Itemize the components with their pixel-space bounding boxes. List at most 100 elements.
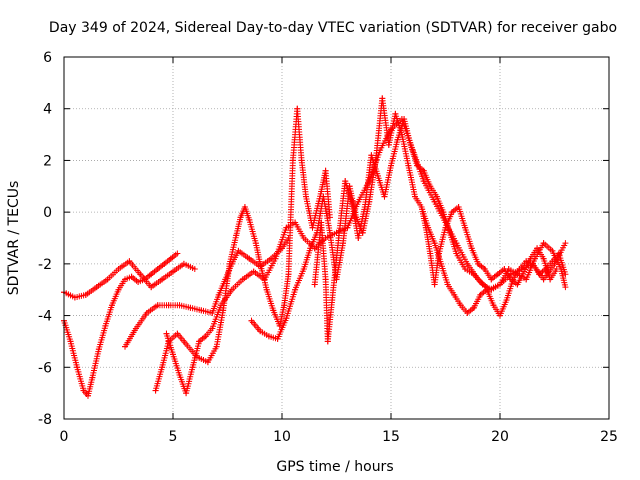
data-point — [462, 224, 469, 231]
data-point — [464, 309, 471, 316]
data-point — [281, 302, 288, 309]
data-point — [444, 281, 451, 288]
data-point — [355, 198, 362, 205]
axis-ticks: 0 5 10 15 20 25 -8 -6 -4 -2 0 2 4 6 — [38, 50, 618, 445]
data-point — [187, 304, 194, 311]
data-point — [104, 276, 111, 283]
data-point — [318, 188, 325, 195]
data-point — [549, 247, 556, 254]
data-point — [326, 229, 333, 236]
data-point — [427, 250, 434, 257]
data-point — [89, 374, 96, 381]
plot-frame — [63, 56, 610, 420]
data-point — [442, 224, 449, 231]
data-point — [176, 372, 183, 379]
data-point — [165, 302, 172, 309]
data-point — [159, 276, 166, 283]
data-point — [228, 286, 235, 293]
x-tick-label: 5 — [169, 429, 178, 445]
data-point — [270, 307, 277, 314]
data-point — [302, 193, 309, 200]
data-point — [553, 266, 560, 273]
y-axis-label: SDTVAR / TECUs — [6, 181, 22, 296]
data-point — [422, 224, 429, 231]
data-point — [431, 198, 438, 205]
data-point — [549, 258, 556, 265]
data-point — [401, 116, 408, 123]
data-point — [475, 260, 482, 267]
data-point — [115, 266, 122, 273]
data-point — [189, 364, 196, 371]
data-point — [514, 281, 521, 288]
x-tick-label: 25 — [600, 429, 618, 445]
data-point — [248, 317, 255, 324]
data-point — [366, 178, 373, 185]
data-point — [298, 157, 305, 164]
x-tick-label: 15 — [382, 429, 400, 445]
data-point — [265, 333, 272, 340]
data-point — [170, 351, 176, 358]
data-point — [320, 193, 327, 200]
data-point — [451, 291, 458, 298]
series-markers — [152, 105, 333, 394]
data-point — [562, 284, 569, 291]
data-point — [394, 136, 401, 143]
series-track-7 — [311, 116, 569, 345]
data-point — [527, 255, 534, 262]
y-tick-label: -2 — [38, 257, 52, 273]
data-point — [191, 266, 198, 273]
data-point — [309, 224, 316, 231]
data-point — [355, 235, 362, 241]
data-point — [122, 343, 129, 350]
data-point — [536, 271, 543, 278]
data-point — [540, 276, 547, 283]
data-point — [368, 152, 375, 159]
data-point — [379, 95, 386, 102]
series-markers — [163, 116, 568, 397]
data-point — [292, 286, 299, 293]
data-point — [198, 307, 205, 314]
data-point — [154, 302, 161, 309]
x-axis-label: GPS time / hours — [276, 459, 393, 475]
data-point — [202, 333, 209, 340]
data-point — [141, 276, 148, 283]
data-point — [161, 260, 168, 267]
y-tick-label: 2 — [43, 153, 52, 169]
data-point — [562, 240, 569, 247]
data-point — [294, 105, 301, 112]
data-point — [154, 266, 161, 273]
data-point — [488, 276, 495, 283]
data-point — [534, 245, 541, 252]
data-point — [322, 276, 329, 283]
data-point — [67, 338, 74, 345]
data-point — [427, 183, 434, 190]
data-point — [433, 193, 440, 200]
data-point — [152, 387, 159, 394]
data-point — [440, 209, 447, 216]
data-point — [159, 364, 166, 371]
data-point — [520, 268, 527, 275]
data-point — [289, 157, 296, 164]
data-point — [507, 276, 514, 283]
data-point — [388, 162, 394, 169]
data-point — [174, 250, 181, 257]
data-point — [135, 278, 142, 285]
data-point — [137, 271, 144, 278]
y-tick-label: -8 — [38, 412, 52, 428]
data-point — [300, 266, 307, 273]
data-point — [374, 172, 381, 179]
data-point — [497, 281, 503, 288]
series-track-4 — [152, 105, 333, 394]
data-point — [167, 255, 174, 262]
data-point — [449, 209, 456, 216]
data-point — [250, 268, 257, 275]
y-tick-label: -6 — [38, 360, 52, 376]
data-point — [503, 297, 510, 304]
data-point — [239, 276, 246, 283]
data-point — [143, 309, 150, 316]
data-point — [128, 273, 135, 280]
data-point — [477, 291, 484, 298]
data-point — [514, 271, 521, 278]
data-point — [547, 276, 554, 283]
chart-title: Day 349 of 2024, Sidereal Day-to-day VTE… — [49, 20, 617, 36]
